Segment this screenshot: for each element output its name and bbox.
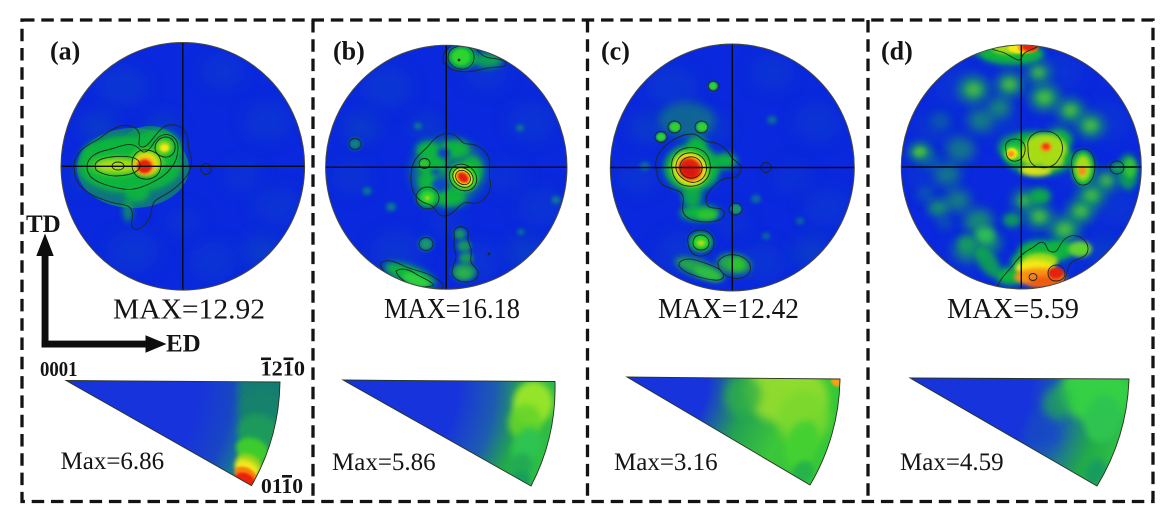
svg-text:Max=6.86: Max=6.86 — [61, 448, 165, 475]
svg-text:MAX=12.92: MAX=12.92 — [113, 295, 265, 326]
svg-text:Max=4.59: Max=4.59 — [900, 449, 1004, 476]
svg-text:(a): (a) — [50, 37, 80, 66]
svg-text:MAX=12.42: MAX=12.42 — [658, 294, 799, 325]
svg-text:(b): (b) — [333, 37, 365, 66]
svg-text:Max=5.86: Max=5.86 — [332, 449, 436, 476]
svg-text:Max=3.16: Max=3.16 — [614, 449, 718, 476]
svg-text:MAX=5.59: MAX=5.59 — [947, 294, 1079, 325]
svg-text:0110: 0110 — [261, 474, 303, 498]
svg-text:1210: 1210 — [261, 357, 306, 381]
svg-text:MAX=16.18: MAX=16.18 — [384, 294, 520, 325]
svg-text:(c): (c) — [601, 37, 630, 66]
svg-text:(d): (d) — [881, 37, 913, 66]
svg-text:0001: 0001 — [40, 357, 78, 381]
svg-text:ED: ED — [166, 331, 201, 358]
svg-text:TD: TD — [26, 211, 61, 238]
